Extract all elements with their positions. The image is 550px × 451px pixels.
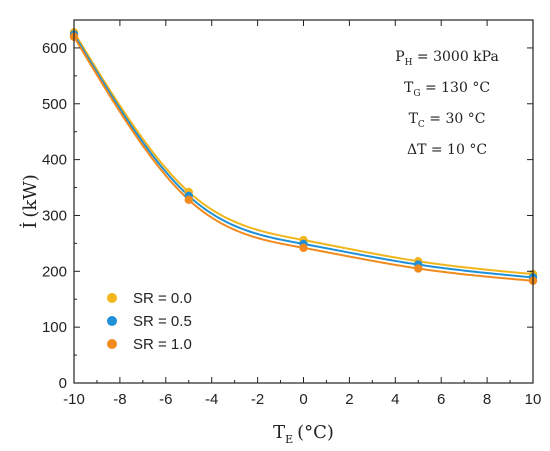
data-point-sr-2	[299, 243, 308, 253]
y-axis-label-main: İ	[18, 222, 41, 229]
x-tick-label: 8	[483, 391, 491, 408]
annotation-delta-t: ΔT = 10 °C	[407, 142, 487, 158]
x-tick-label: 0	[299, 391, 307, 408]
x-axis-label: TE (°C)	[273, 422, 334, 446]
x-axis-label-sub: E	[285, 433, 293, 446]
y-tick-label: 400	[42, 152, 67, 169]
y-tick-label: 200	[42, 263, 67, 280]
data-points	[69, 28, 538, 286]
x-axis-label-unit: (°C)	[297, 422, 334, 443]
data-point-sr-2	[414, 264, 423, 273]
x-tick-label: -10	[63, 391, 85, 408]
x-tick-label: 4	[391, 391, 399, 408]
annotation-generator-temp: TG = 130 °C	[404, 80, 490, 99]
y-tick-label: 0	[59, 375, 67, 392]
x-tick-label: 10	[525, 391, 542, 408]
y-tick-label: 600	[42, 40, 67, 57]
x-axis-label-main: T	[273, 422, 285, 443]
legend-label: SR = 0.5	[133, 313, 192, 330]
y-axis-label-unit: (kW)	[20, 174, 41, 217]
axis-ticks	[73, 20, 534, 384]
x-tick-label: -2	[251, 391, 264, 408]
y-axis-label: İ (kW)	[18, 174, 41, 229]
x-tick-label: 2	[345, 391, 353, 408]
x-tick-label: -6	[159, 391, 172, 408]
legend-label: SR = 0.0	[133, 290, 192, 307]
legend-label: SR = 1.0	[133, 336, 192, 353]
x-tick-label: -8	[113, 391, 126, 408]
annotations: PH = 3000 kPa TG = 130 °C TC = 30 °C ΔT …	[395, 49, 499, 158]
x-tick-label: -4	[205, 391, 218, 408]
x-tick-label: 6	[437, 391, 445, 408]
legend-marker	[107, 339, 117, 349]
data-point-sr-2	[184, 195, 193, 205]
legend-marker	[107, 316, 117, 326]
annotation-pressure: PH = 3000 kPa	[395, 49, 499, 68]
legend-marker	[107, 293, 117, 303]
legend: SR = 0.0 SR = 0.5 SR = 1.0	[107, 290, 192, 353]
y-tick-label: 300	[42, 207, 67, 224]
annotation-condenser-temp: TC = 30 °C	[409, 111, 486, 130]
y-tick-label: 100	[42, 319, 67, 336]
y-tick-label: 500	[42, 96, 67, 113]
